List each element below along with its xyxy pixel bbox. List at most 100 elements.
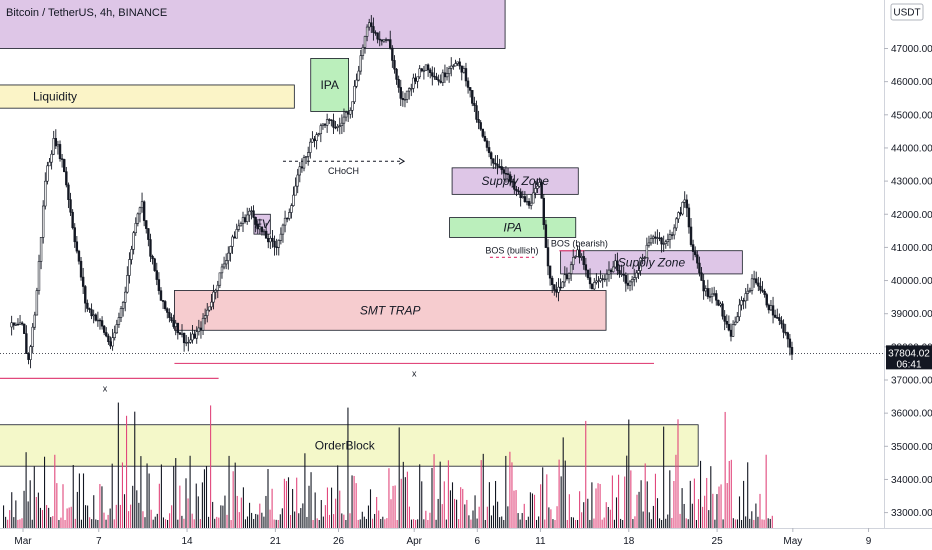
volume-bar-553 bbox=[720, 484, 722, 528]
candle-body-52 bbox=[119, 308, 123, 318]
candle-body-215 bbox=[462, 68, 466, 73]
candle-body-319 bbox=[681, 201, 684, 215]
candle-body-11 bbox=[33, 314, 36, 328]
volume-bar-402 bbox=[529, 492, 531, 528]
volume-bar-280 bbox=[376, 497, 378, 528]
y-tick-33000: 33000.00 bbox=[891, 508, 932, 519]
volume-bar-85 bbox=[130, 504, 132, 528]
candle-body-85 bbox=[189, 339, 192, 343]
volume-bar-190 bbox=[263, 516, 265, 528]
candle-body-77 bbox=[172, 320, 175, 327]
volume-bar-501 bbox=[654, 473, 656, 528]
candle-body-12 bbox=[35, 290, 39, 316]
candle-body-213 bbox=[458, 61, 461, 67]
candle-body-236 bbox=[506, 173, 510, 175]
candle-body-261 bbox=[559, 286, 562, 289]
volume-bar-277 bbox=[372, 518, 374, 528]
candle-body-189 bbox=[407, 88, 411, 92]
volume-bar-229 bbox=[312, 520, 314, 528]
volume-bar-468 bbox=[613, 519, 615, 528]
currency-badge[interactable] bbox=[890, 3, 924, 21]
candle-body-299 bbox=[639, 257, 642, 271]
candle-body-21 bbox=[54, 138, 58, 147]
time-axis[interactable]: Mar 7 14 21 26 Apr 6 11 18 25 May 9 bbox=[14, 528, 872, 547]
candle-body-239 bbox=[513, 181, 516, 190]
volume-bar-221 bbox=[302, 503, 304, 528]
volume-bar-359 bbox=[476, 518, 478, 528]
volume-bar-57 bbox=[95, 519, 97, 528]
candle-body-303 bbox=[647, 242, 651, 246]
volume-bar-342 bbox=[454, 498, 456, 528]
candle-body-335 bbox=[715, 293, 718, 301]
y-tick-43000: 43000.00 bbox=[891, 177, 932, 188]
candle-body-341 bbox=[727, 323, 731, 331]
candle-body-313 bbox=[668, 234, 672, 240]
fv-label: FV bbox=[254, 217, 270, 231]
candle-body-90 bbox=[199, 327, 203, 331]
candle-body-29 bbox=[71, 211, 74, 228]
volume-bar-419 bbox=[552, 519, 554, 528]
candle-body-165 bbox=[357, 70, 360, 81]
candle-body-22 bbox=[56, 144, 60, 147]
candle-body-359 bbox=[765, 294, 768, 306]
candle-body-157 bbox=[340, 122, 344, 127]
candle-body-31 bbox=[75, 241, 79, 252]
candle-body-99 bbox=[218, 272, 222, 286]
volume-bar-387 bbox=[511, 462, 513, 528]
volume-bar-60 bbox=[99, 484, 101, 528]
volume-bar-364 bbox=[482, 453, 484, 528]
volume-bar-394 bbox=[519, 519, 521, 528]
volume-bar-510 bbox=[667, 514, 669, 528]
candle-body-38 bbox=[90, 309, 93, 317]
candle-body-254 bbox=[544, 224, 548, 248]
volume-bar--3 bbox=[19, 519, 21, 528]
volume-bar-470 bbox=[615, 497, 618, 528]
candle-body-18 bbox=[48, 161, 51, 167]
y-tick-45000: 45000.00 bbox=[891, 110, 932, 121]
candle-body-110 bbox=[241, 217, 245, 224]
volume-bar-28 bbox=[58, 519, 60, 528]
volume-bar-78 bbox=[121, 462, 123, 528]
volume-bar-416 bbox=[548, 507, 550, 528]
candle-body-41 bbox=[96, 319, 100, 322]
price-axis[interactable]: 47000.00 46000.00 45000.00 44000.00 43000.00… bbox=[884, 44, 932, 519]
candle-body-260 bbox=[557, 286, 560, 293]
candle-body-124 bbox=[271, 237, 274, 242]
volume-bar-56 bbox=[93, 495, 95, 528]
volume-bar-117 bbox=[171, 505, 173, 528]
candle-body-93 bbox=[206, 309, 209, 316]
x-tick-0: Mar bbox=[14, 536, 32, 547]
candle-body-13 bbox=[37, 261, 41, 291]
volume-bar-171 bbox=[238, 512, 240, 528]
volume-bar-125 bbox=[181, 515, 183, 528]
volume-bar-51 bbox=[87, 505, 89, 528]
volume-bar-48 bbox=[82, 473, 85, 528]
chart-title: Bitcoin / TetherUS, 4h, BINANCE bbox=[6, 7, 167, 19]
volume-bar-413 bbox=[544, 519, 546, 528]
volume-bar-231 bbox=[314, 492, 316, 528]
bos-bearish-label: BOS (bearish) bbox=[551, 239, 608, 249]
volume-bar-225 bbox=[306, 516, 308, 528]
candle-body-79 bbox=[176, 322, 180, 334]
candle-body-339 bbox=[723, 315, 726, 322]
volume-bar-361 bbox=[478, 506, 480, 528]
volume-bar-86 bbox=[132, 485, 134, 528]
candle-body-302 bbox=[645, 244, 649, 258]
volume-bar-572 bbox=[745, 516, 747, 528]
candle-body-233 bbox=[500, 166, 503, 170]
volume-bar-368 bbox=[486, 506, 488, 528]
candle-body-338 bbox=[721, 303, 724, 317]
candle-body-71 bbox=[159, 290, 163, 301]
candle-body-294 bbox=[628, 281, 632, 286]
volume-bar-523 bbox=[683, 503, 685, 528]
zones-layer bbox=[0, 0, 743, 467]
candle-body-121 bbox=[264, 230, 268, 239]
volume-bar-437 bbox=[574, 520, 577, 528]
candle-body-364 bbox=[776, 317, 779, 319]
candle-body-365 bbox=[778, 317, 781, 321]
volume-bar-43 bbox=[76, 491, 78, 528]
volume-bar-577 bbox=[751, 511, 753, 528]
candle-body-140 bbox=[304, 156, 308, 158]
candle-body-103 bbox=[227, 252, 230, 261]
